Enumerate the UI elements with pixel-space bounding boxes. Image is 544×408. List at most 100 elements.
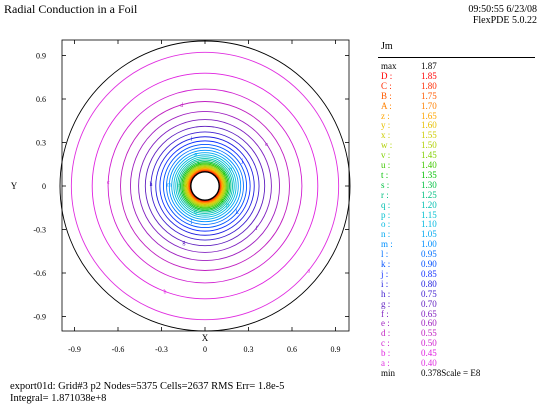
legend-value: 1.75	[421, 90, 437, 101]
legend-value: 1.55	[421, 130, 437, 141]
legend-value: 1.30	[421, 179, 437, 190]
y-tick-label: 0.6	[36, 95, 46, 104]
version-label: FlexPDE 5.0.22	[472, 15, 537, 26]
legend-key: j :	[381, 268, 389, 279]
legend-divider	[378, 57, 535, 58]
legend-key: D :	[381, 70, 393, 81]
y-tick-label: 0.3	[36, 139, 46, 148]
contour-label: d	[180, 103, 183, 109]
footer-integral: Integral= 1.871038e+8	[10, 393, 107, 404]
x-tick-label: -0.3	[155, 345, 168, 354]
contour-line-l	[166, 147, 244, 225]
contour-line-z	[187, 168, 223, 204]
legend-value: 0.45	[421, 348, 437, 359]
legend-key: min	[381, 367, 396, 378]
contour-label: m	[167, 183, 172, 189]
legend-value: 1.70	[421, 100, 437, 111]
legend-key: d :	[381, 328, 391, 339]
outer-boundary	[59, 40, 351, 332]
contour-label: n	[194, 152, 197, 158]
legend-key: c :	[381, 338, 390, 349]
legend-key: max	[381, 61, 397, 71]
timestamp-version: 09:50:55 6/23/08 FlexPDE 5.0.22	[468, 4, 537, 26]
legend-value: 1.45	[421, 150, 437, 161]
contour-line-C	[189, 170, 221, 202]
legend-key: u :	[381, 160, 391, 170]
contour-line-s	[180, 161, 230, 211]
legend-key: y :	[381, 120, 391, 131]
legend-value: 1.25	[421, 189, 437, 200]
legend-value: 0.40	[421, 358, 437, 368]
legend-value: 1.20	[421, 199, 437, 210]
legend-key: s :	[381, 179, 390, 190]
legend-value: 0.55	[421, 328, 437, 339]
contour-line-r	[178, 159, 232, 213]
contour-line-i	[155, 136, 255, 236]
legend-key: t :	[381, 169, 389, 180]
legend-value: 1.35	[421, 169, 437, 180]
contour-label: s	[197, 160, 200, 166]
inner-boundary	[190, 171, 220, 201]
contour-label: p	[226, 202, 229, 208]
legend-key: h :	[381, 288, 391, 299]
contour-line-y	[186, 167, 224, 205]
x-tick-label: 0	[203, 345, 207, 354]
legend-key: e :	[381, 318, 390, 329]
legend-value: 1.40	[421, 160, 437, 170]
x-tick-label: 0.9	[331, 345, 341, 354]
contour-line-n	[171, 152, 239, 220]
legend-key: p :	[381, 209, 391, 220]
footer-stats: export01d: Grid#3 p2 Nodes=5375 Cells=26…	[10, 381, 285, 392]
timestamp: 09:50:55 6/23/08	[468, 4, 537, 15]
contour-line-A	[187, 168, 223, 204]
contour-line-e	[130, 111, 280, 261]
legend-key: r :	[381, 189, 389, 200]
contour-line-c	[107, 88, 303, 284]
legend-value: 0.85	[421, 268, 437, 279]
legend-value: 1.15	[421, 209, 437, 220]
x-tick-label: 0.3	[244, 345, 254, 354]
contour-label: h	[149, 182, 152, 188]
contour-line-j	[159, 140, 251, 232]
contour-label: q	[194, 210, 197, 216]
contour-line-v	[183, 164, 227, 208]
legend-key: n :	[381, 229, 391, 240]
contour-line-a	[70, 51, 340, 321]
legend-value: 1.60	[421, 120, 437, 131]
legend-key: k :	[381, 259, 391, 269]
contour-line-t	[181, 162, 229, 210]
legend-value: 0.80	[421, 278, 437, 289]
legend-value: 0.65	[421, 308, 437, 319]
contour-label: x	[198, 166, 201, 172]
contour-label: k	[236, 210, 239, 216]
contour-label: u	[221, 198, 224, 204]
contour-label: i	[191, 137, 193, 143]
legend-key: B :	[381, 90, 392, 101]
contour-line-m	[168, 149, 242, 223]
contour-label: f	[256, 225, 258, 232]
legend-key: g :	[381, 298, 391, 309]
legend-key: i :	[381, 278, 389, 289]
contour-line-p	[175, 156, 235, 216]
contour-line-d	[120, 101, 290, 271]
legend-value: 1.05	[421, 229, 437, 240]
legend-key: w :	[381, 140, 393, 151]
legend-key: b :	[381, 348, 391, 359]
legend-value: 0.95	[421, 249, 437, 260]
y-tick-label: -0.3	[33, 226, 46, 235]
legend-value: 1.87	[421, 61, 437, 71]
y-tick-label: -0.9	[33, 313, 46, 322]
contour-label: c	[107, 180, 110, 186]
contour-line-g	[144, 125, 266, 247]
legend-key: q :	[381, 199, 391, 210]
legend-value: 0.75	[421, 288, 437, 299]
contour-label: r	[178, 183, 180, 189]
y-axis-label: Y	[11, 181, 18, 191]
legend-value: 1.50	[421, 140, 437, 151]
legend-key: l :	[381, 249, 389, 260]
legend-value: 0.90	[421, 259, 437, 269]
contour-line-h	[150, 131, 260, 241]
legend-value: 0.60	[421, 318, 437, 329]
contour-line-w	[184, 165, 226, 207]
